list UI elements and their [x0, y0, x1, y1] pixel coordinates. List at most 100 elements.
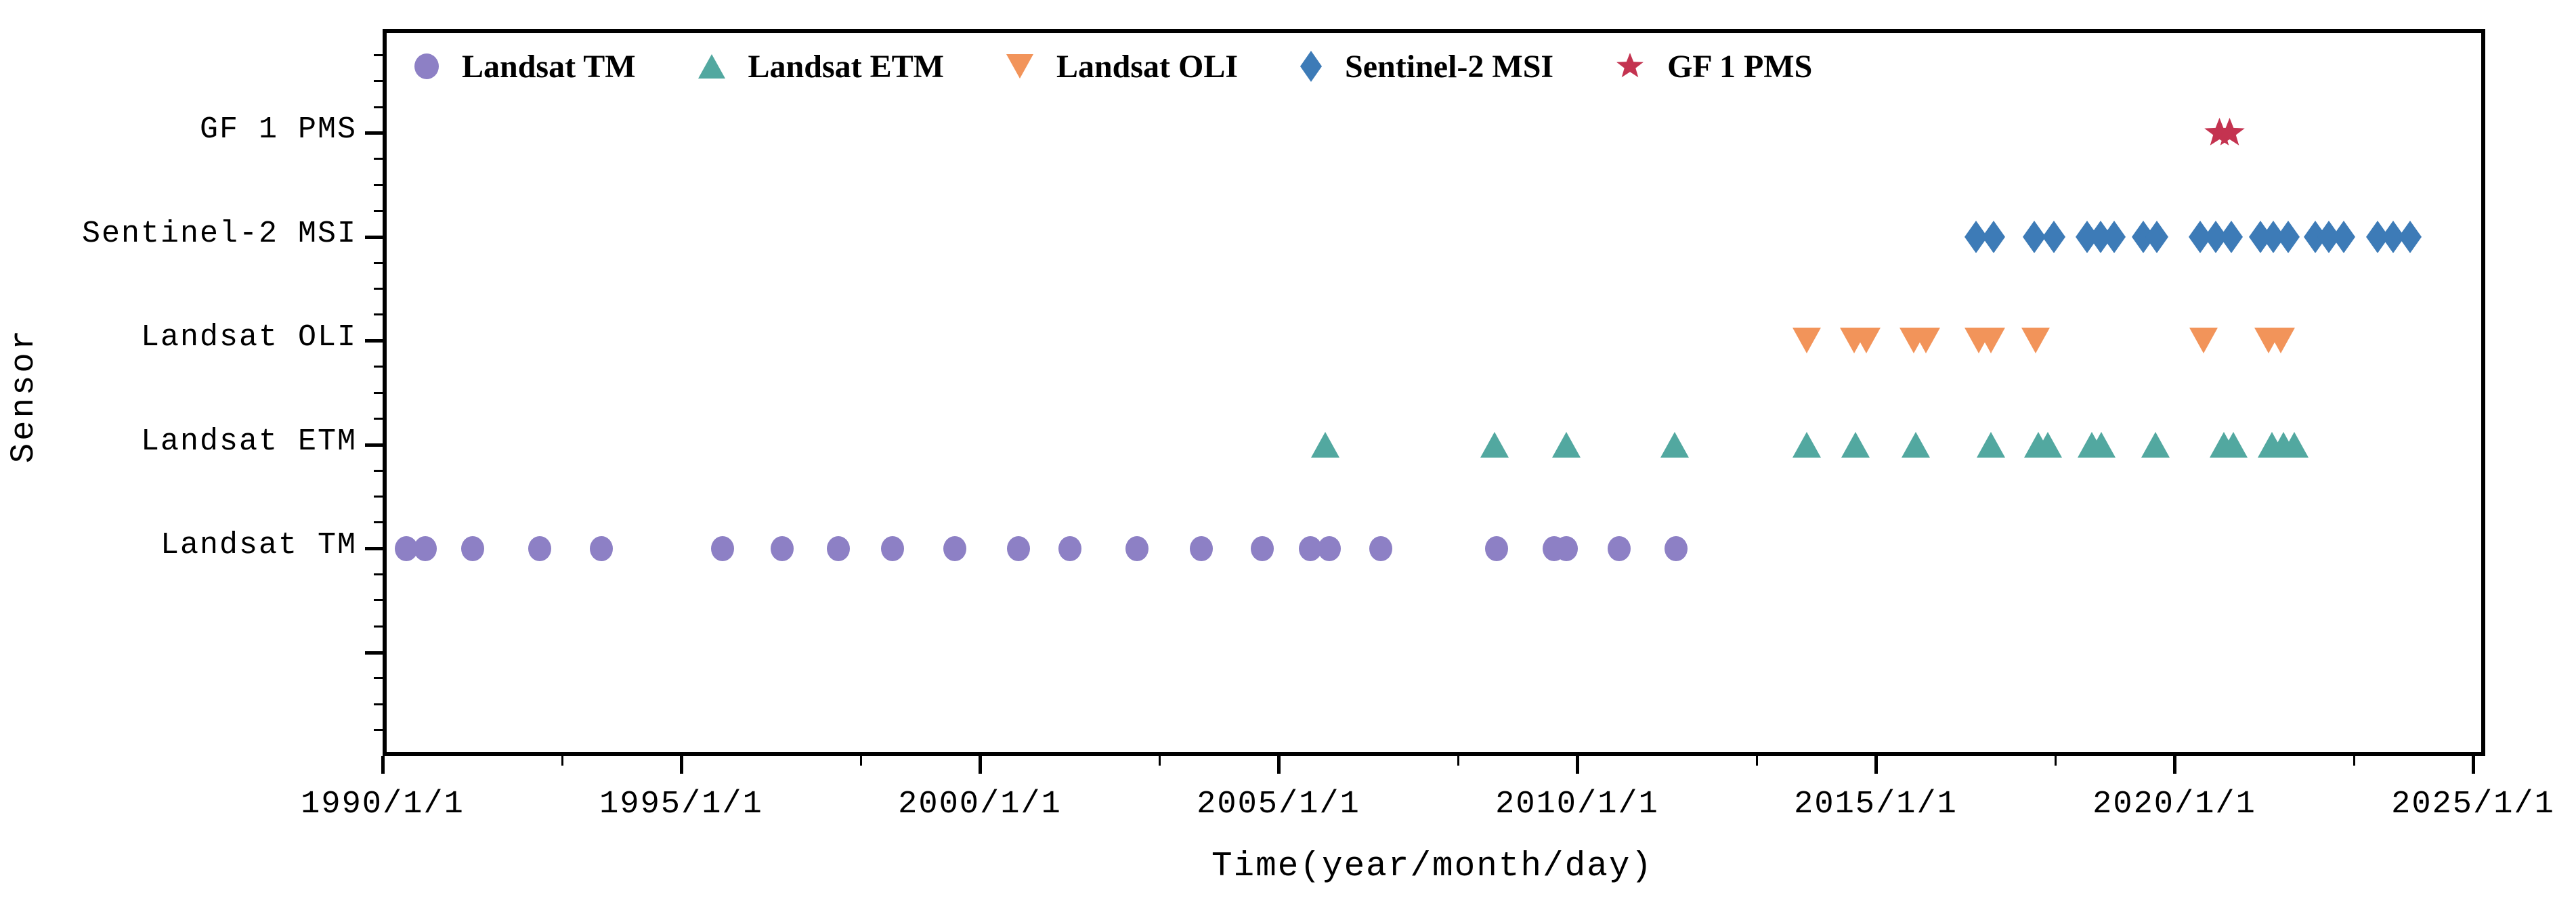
data-point-sentinel-2-msi — [2365, 220, 2389, 253]
legend-item: GF 1 PMS — [1616, 48, 1812, 85]
y-axis-minor-tick — [374, 80, 383, 83]
data-point-landsat-tm — [1251, 535, 1274, 561]
data-point-landsat-etm — [1310, 431, 1339, 458]
y-axis-minor-tick — [374, 288, 383, 290]
x-axis-tick — [1576, 756, 1579, 774]
data-point-sentinel-2-msi — [2249, 220, 2272, 253]
legend-label: Landsat ETM — [748, 48, 944, 85]
x-axis-tick — [2173, 756, 2176, 774]
data-point-landsat-oli — [1977, 328, 2006, 354]
data-point-landsat-tm — [1298, 535, 1322, 561]
y-axis-minor-tick — [374, 391, 383, 394]
legend-triangle-down-icon — [1006, 54, 1033, 79]
data-point-landsat-etm — [2219, 431, 2248, 458]
y-axis-minor-tick — [374, 521, 383, 524]
x-axis-tick-label: 2015/1/1 — [1794, 787, 1958, 822]
legend-item: Sentinel-2 MSI — [1300, 48, 1553, 85]
x-axis-tick — [2472, 756, 2475, 774]
legend-triangle-up-icon — [697, 54, 725, 79]
data-point-landsat-tm — [1190, 535, 1214, 561]
legend-item: Landsat ETM — [697, 48, 944, 85]
x-axis-tick — [680, 756, 683, 774]
x-axis-tick — [1277, 756, 1281, 774]
y-axis-tick — [365, 235, 383, 239]
data-point-landsat-etm — [1480, 431, 1509, 458]
data-point-landsat-tm — [1058, 535, 1082, 561]
y-axis-tick-label: Sentinel-2 MSI — [81, 216, 357, 251]
y-axis-tick — [365, 339, 383, 343]
data-point-landsat-tm — [461, 535, 485, 561]
x-axis-tick-label: 2010/1/1 — [1495, 787, 1659, 822]
y-axis-tick — [365, 443, 383, 447]
data-point-sentinel-2-msi — [2188, 220, 2212, 253]
data-point-landsat-etm — [1977, 431, 2006, 458]
x-axis-minor-tick — [561, 756, 563, 766]
data-point-landsat-etm — [1552, 431, 1581, 458]
legend-item: Landsat TM — [414, 48, 636, 85]
data-point-sentinel-2-msi — [2088, 220, 2112, 253]
data-point-landsat-tm — [1555, 535, 1579, 561]
y-axis-tick-label: Landsat ETM — [140, 424, 357, 459]
data-point-landsat-tm — [395, 535, 418, 561]
legend-label: Landsat OLI — [1056, 48, 1239, 85]
y-axis-minor-tick — [374, 261, 383, 264]
y-axis-minor-tick — [374, 53, 383, 56]
data-point-landsat-etm — [1902, 431, 1931, 458]
y-axis-title: Sensor — [5, 327, 43, 464]
x-axis-minor-tick — [2353, 756, 2355, 766]
legend-label: GF 1 PMS — [1667, 48, 1813, 85]
y-axis-minor-tick — [374, 183, 383, 186]
y-axis-tick — [365, 651, 383, 655]
data-point-landsat-oli — [2266, 328, 2295, 354]
data-point-landsat-tm — [826, 535, 850, 561]
x-axis-tick-label: 2025/1/1 — [2391, 787, 2555, 822]
data-point-sentinel-2-msi — [2332, 220, 2356, 253]
x-axis-minor-tick — [1457, 756, 1459, 766]
y-axis-minor-tick — [374, 210, 383, 212]
y-axis-minor-tick — [374, 599, 383, 602]
data-point-gf-1-pms — [2214, 117, 2246, 148]
y-axis-minor-tick — [374, 469, 383, 472]
legend-thin-diamond-icon — [1300, 51, 1323, 82]
x-axis-minor-tick — [1755, 756, 1758, 766]
y-axis-minor-tick — [374, 106, 383, 108]
data-point-sentinel-2-msi — [2076, 220, 2099, 253]
legend-circle-icon — [414, 53, 439, 79]
data-point-landsat-etm — [1660, 431, 1689, 458]
data-point-sentinel-2-msi — [2219, 220, 2243, 253]
data-point-landsat-etm — [1841, 431, 1870, 458]
data-point-landsat-tm — [1125, 535, 1149, 561]
data-point-landsat-etm — [1792, 431, 1821, 458]
x-axis-title: Time(year/month/day) — [1211, 848, 1654, 886]
legend: Landsat TM Landsat ETM Landsat OLI Sentinel… — [414, 45, 1812, 88]
x-axis-tick — [979, 756, 982, 774]
legend-label: Landsat TM — [462, 48, 636, 85]
data-point-landsat-tm — [1665, 535, 1688, 561]
data-point-landsat-tm — [943, 535, 966, 561]
data-point-landsat-tm — [710, 535, 734, 561]
data-point-sentinel-2-msi — [2262, 220, 2285, 253]
data-point-landsat-tm — [528, 535, 551, 561]
y-axis-minor-tick — [374, 366, 383, 368]
data-point-landsat-tm — [1607, 535, 1631, 561]
y-axis-minor-tick — [374, 158, 383, 160]
data-point-landsat-etm — [2087, 431, 2116, 458]
legend-star-icon — [1616, 53, 1644, 80]
legend-label: Sentinel-2 MSI — [1345, 48, 1554, 85]
y-axis-minor-tick — [374, 417, 383, 420]
y-axis-tick-label: Landsat OLI — [140, 320, 357, 355]
data-point-sentinel-2-msi — [2304, 220, 2327, 253]
data-point-landsat-oli — [1851, 328, 1881, 354]
legend-item: Landsat OLI — [1006, 48, 1238, 85]
data-point-landsat-tm — [1484, 535, 1508, 561]
x-axis-minor-tick — [2054, 756, 2057, 766]
data-point-sentinel-2-msi — [2204, 220, 2227, 253]
x-axis-tick — [381, 756, 385, 774]
data-point-sentinel-2-msi — [1981, 220, 2005, 253]
x-axis-tick-label: 1990/1/1 — [301, 787, 465, 822]
data-point-landsat-tm — [1007, 535, 1031, 561]
y-axis-tick-label: Landsat TM — [160, 528, 357, 563]
data-point-landsat-etm — [2280, 431, 2309, 458]
data-point-landsat-etm — [2034, 431, 2063, 458]
